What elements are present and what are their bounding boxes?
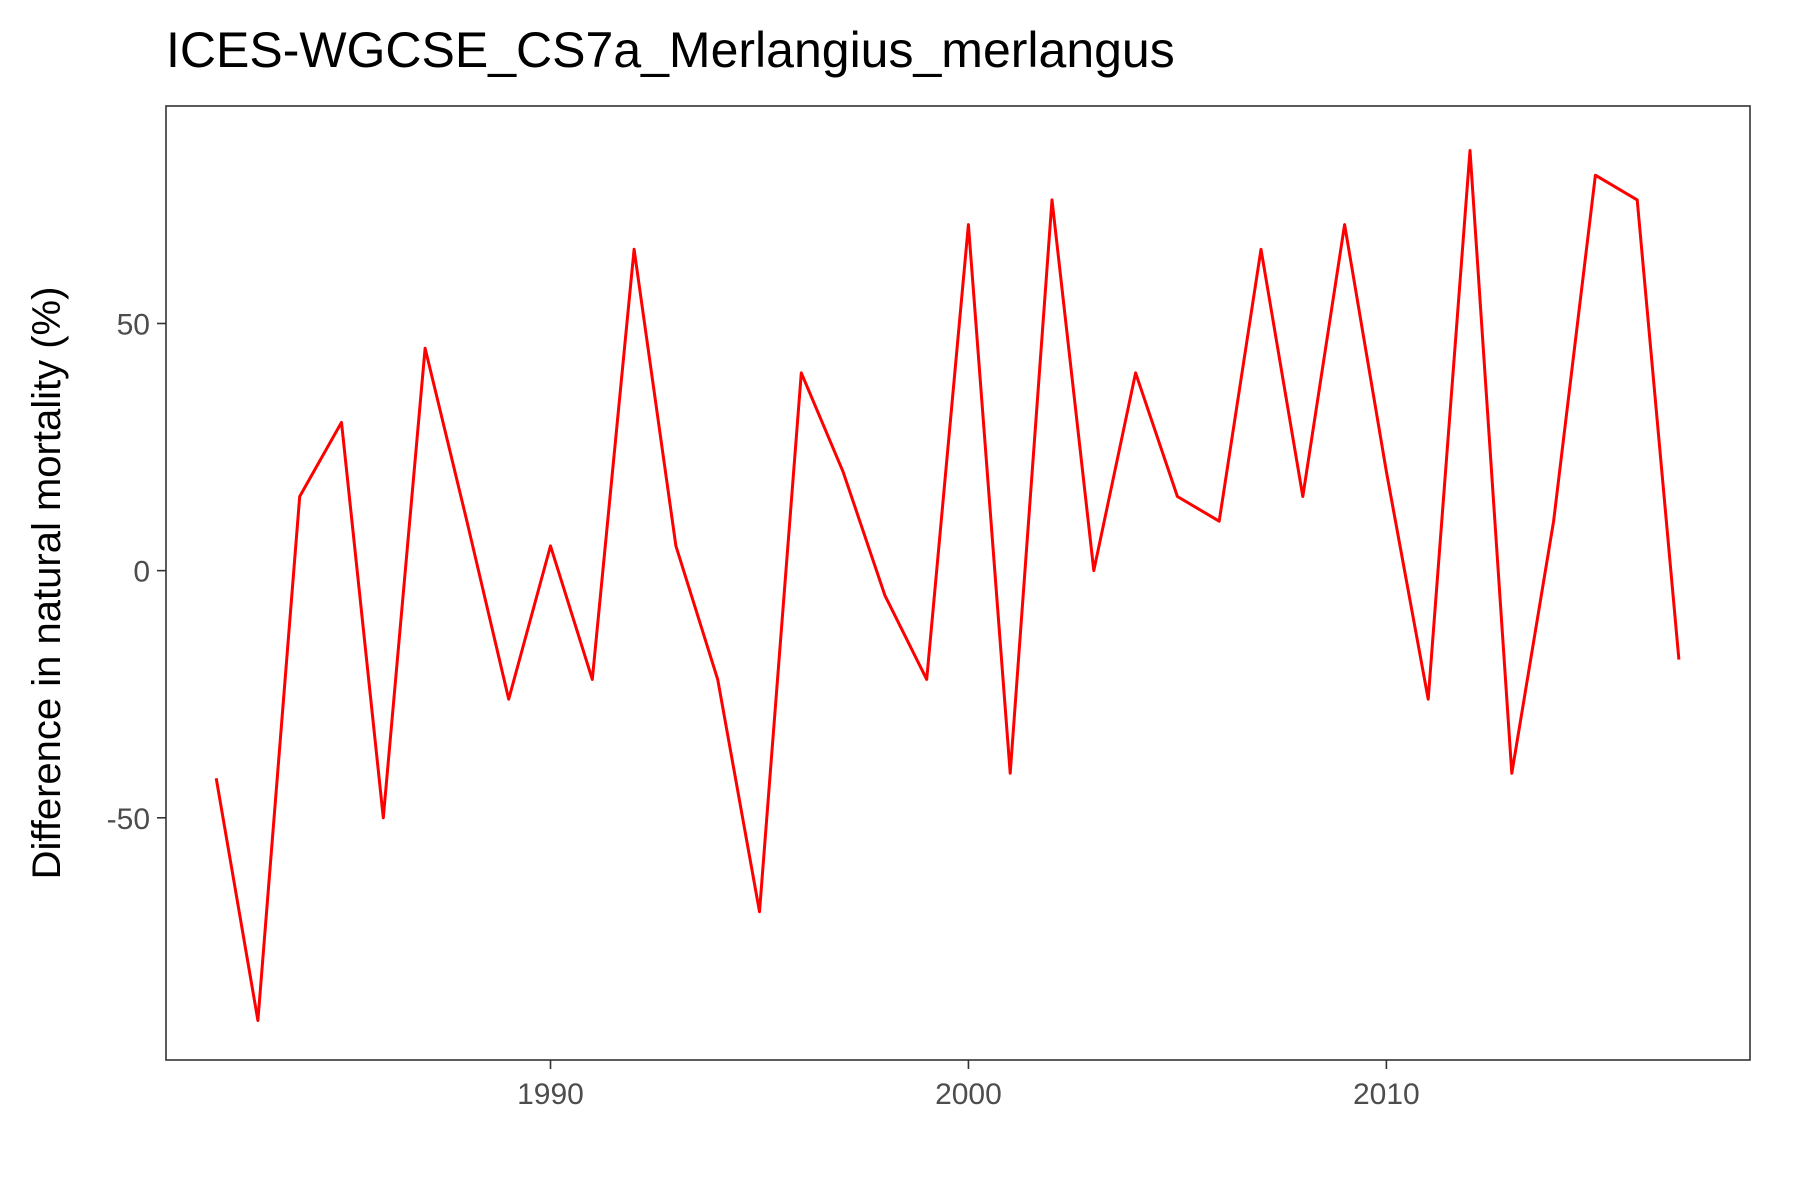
y-axis: -50 0 50 — [107, 308, 166, 836]
x-tick-label: 1990 — [517, 1078, 584, 1111]
series-line — [214, 149, 1681, 1022]
y-tick-label: 0 — [133, 556, 150, 589]
x-tick-label: 2000 — [935, 1078, 1002, 1111]
plot-panel — [165, 105, 1751, 1061]
y-tick-label: 50 — [117, 308, 150, 341]
y-axis-label: Difference in natural mortality (%) — [25, 287, 69, 880]
chart-title: ICES-WGCSE_CS7a_Merlangius_merlangus — [166, 22, 1175, 78]
x-tick-label: 2010 — [1353, 1078, 1420, 1111]
y-tick-label: -50 — [107, 803, 150, 836]
x-axis: 1990 2000 2010 — [517, 1060, 1420, 1111]
